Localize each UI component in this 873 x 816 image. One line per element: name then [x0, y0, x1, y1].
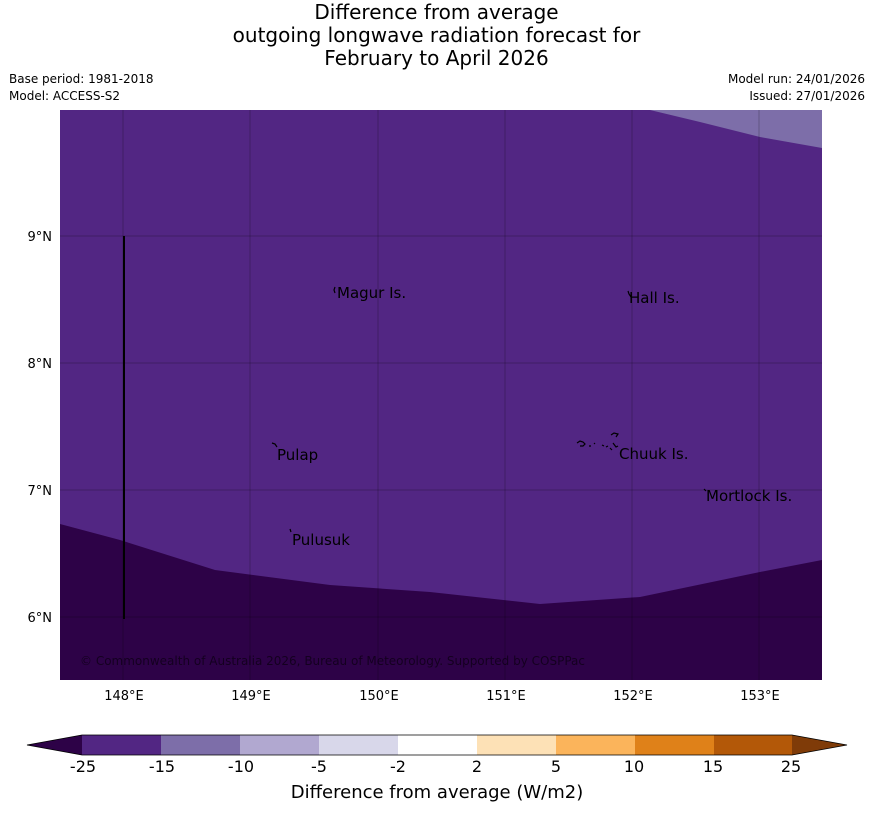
- place-label-magur: Magur Is.: [337, 284, 406, 302]
- lon-tick-152e: 152°E: [613, 689, 653, 704]
- colorbar: -25 -15 -10 -5 -2 2 5 10 15 25 Differenc…: [26, 734, 848, 803]
- colorbar-tick-m25: -25: [70, 757, 96, 776]
- map-plot-area: Magur Is. Hall Is. Pulap Chuuk Is. Mortl…: [60, 110, 822, 680]
- model-text: Model: ACCESS-S2: [9, 89, 121, 103]
- colorbar-segment-7: [556, 735, 635, 755]
- colorbar-segment-6: [477, 735, 556, 755]
- lat-tick-8n: 8°N: [28, 357, 53, 372]
- island-outlines: [271, 286, 707, 533]
- place-label-mortlock: Mortlock Is.: [706, 487, 792, 505]
- lon-tick-148e: 148°E: [104, 689, 144, 704]
- colorbar-segment-3: [240, 735, 319, 755]
- place-label-chuuk: Chuuk Is.: [619, 445, 688, 463]
- issued-text: Issued: 27/01/2026: [749, 89, 865, 103]
- map-title-line-2: outgoing longwave radiation forecast for: [232, 23, 641, 47]
- place-label-pulap: Pulap: [277, 446, 318, 464]
- chuuk-lagoon-shape: [576, 432, 619, 451]
- colorbar-tick-2: 2: [472, 757, 482, 776]
- colorbar-tick-m2: -2: [390, 757, 406, 776]
- place-label-pulusuk: Pulusuk: [292, 531, 350, 549]
- anomaly-region-below-m25: [60, 524, 822, 680]
- longitude-axis-labels: 148°E 149°E 150°E 151°E 152°E 153°E: [104, 689, 780, 704]
- colorbar-outline: [26, 734, 848, 756]
- colorbar-segment-8: [635, 735, 714, 755]
- base-period-text: Base period: 1981-2018: [9, 72, 154, 86]
- colorbar-segment-4: [319, 735, 398, 755]
- colorbar-tick-25: 25: [781, 757, 801, 776]
- colorbar-extend-high: [792, 735, 847, 755]
- hall-island-shape: [627, 290, 632, 298]
- anomaly-region-m15-m10: [650, 110, 822, 148]
- lon-tick-150e: 150°E: [359, 689, 399, 704]
- model-run-text: Model run: 24/01/2026: [727, 72, 865, 86]
- colorbar-tick-m5: -5: [311, 757, 327, 776]
- colorbar-extend-low: [27, 735, 82, 755]
- magur-island-shape: [333, 286, 336, 294]
- lon-tick-151e: 151°E: [486, 689, 526, 704]
- map-title-line-1: Difference from average: [314, 0, 559, 24]
- map-title-line-3: February to April 2026: [324, 46, 549, 70]
- lon-tick-149e: 149°E: [231, 689, 271, 704]
- latitude-axis-labels: 9°N 8°N 7°N 6°N: [28, 230, 53, 626]
- colorbar-title: Difference from average (W/m2): [291, 782, 583, 803]
- colorbar-tick-m10: -10: [228, 757, 254, 776]
- colorbar-tick-10: 10: [624, 757, 644, 776]
- copyright-notice: © Commonwealth of Australia 2026, Bureau…: [80, 654, 585, 668]
- colorbar-segment-5: [398, 735, 477, 755]
- lon-tick-153e: 153°E: [740, 689, 780, 704]
- place-label-hall: Hall Is.: [629, 289, 680, 307]
- colorbar-segment-1: [82, 735, 161, 755]
- pulap-island-shape: [271, 442, 278, 448]
- colorbar-segment-2: [161, 735, 240, 755]
- pulusuk-island-shape: [289, 528, 292, 533]
- colorbar-tick-m15: -15: [149, 757, 175, 776]
- lat-tick-7n: 7°N: [28, 484, 53, 499]
- lat-tick-6n: 6°N: [28, 611, 53, 626]
- lat-tick-9n: 9°N: [28, 230, 53, 245]
- colorbar-tick-15: 15: [703, 757, 723, 776]
- colorbar-tick-5: 5: [551, 757, 561, 776]
- mortlock-island-shape: [703, 488, 707, 492]
- colorbar-segment-9: [714, 735, 792, 755]
